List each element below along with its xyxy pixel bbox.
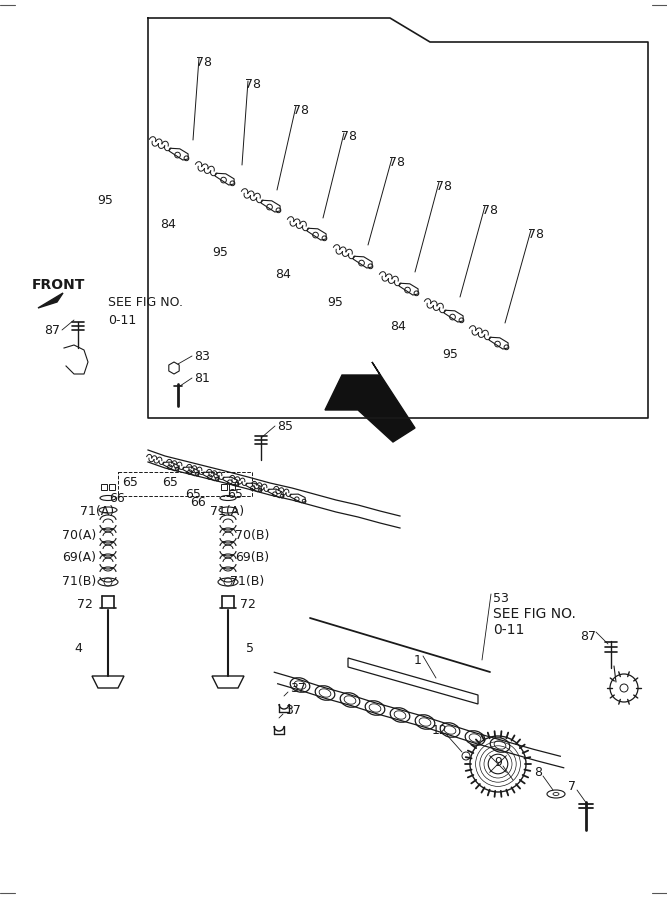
Text: 37: 37 xyxy=(290,681,306,695)
Text: 95: 95 xyxy=(442,348,458,362)
Text: 0-11: 0-11 xyxy=(108,314,136,328)
Text: 84: 84 xyxy=(390,320,406,332)
Text: 83: 83 xyxy=(194,349,210,363)
Text: 78: 78 xyxy=(389,156,405,168)
Text: 78: 78 xyxy=(293,104,309,116)
Text: 78: 78 xyxy=(196,56,212,68)
Text: FRONT: FRONT xyxy=(32,278,85,292)
Text: 87: 87 xyxy=(580,629,596,643)
Text: 65: 65 xyxy=(227,489,243,501)
Text: 66: 66 xyxy=(109,491,125,505)
Text: 65: 65 xyxy=(162,475,178,489)
Text: SEE FIG NO.: SEE FIG NO. xyxy=(493,607,576,621)
Text: 84: 84 xyxy=(160,218,176,230)
Text: 4: 4 xyxy=(74,642,82,654)
Text: 72: 72 xyxy=(77,598,93,610)
Text: 78: 78 xyxy=(341,130,357,143)
Text: 71(A): 71(A) xyxy=(210,506,244,518)
Text: 78: 78 xyxy=(482,203,498,217)
Text: 78: 78 xyxy=(436,179,452,193)
Text: 65: 65 xyxy=(185,489,201,501)
Text: 71(B): 71(B) xyxy=(62,575,96,589)
Text: 84: 84 xyxy=(275,268,291,282)
Text: 9: 9 xyxy=(494,755,502,769)
Text: SEE FIG NO.: SEE FIG NO. xyxy=(108,296,183,310)
Text: 65: 65 xyxy=(122,475,138,489)
Text: 95: 95 xyxy=(97,194,113,206)
Text: 69(B): 69(B) xyxy=(235,552,269,564)
Text: 7: 7 xyxy=(568,779,576,793)
Text: 12: 12 xyxy=(432,724,448,736)
Text: 53: 53 xyxy=(493,591,509,605)
Polygon shape xyxy=(38,293,63,308)
Text: 78: 78 xyxy=(528,228,544,240)
Text: 95: 95 xyxy=(212,246,228,258)
Text: 8: 8 xyxy=(534,766,542,778)
Text: 87: 87 xyxy=(44,323,60,337)
Text: 85: 85 xyxy=(277,419,293,433)
Text: 81: 81 xyxy=(194,372,210,384)
Polygon shape xyxy=(325,362,415,442)
Text: 0-11: 0-11 xyxy=(493,623,524,637)
Text: 37: 37 xyxy=(285,704,301,716)
Text: 71(B): 71(B) xyxy=(230,575,264,589)
Text: 95: 95 xyxy=(327,295,343,309)
Text: 78: 78 xyxy=(245,78,261,92)
Text: 70(A): 70(A) xyxy=(62,529,96,543)
Text: 69(A): 69(A) xyxy=(62,552,96,564)
Text: 71(A): 71(A) xyxy=(80,506,114,518)
Text: 1: 1 xyxy=(414,653,422,667)
Text: 66: 66 xyxy=(190,496,206,508)
Text: 72: 72 xyxy=(240,598,256,610)
Text: 70(B): 70(B) xyxy=(235,529,269,543)
Text: 5: 5 xyxy=(246,642,254,654)
